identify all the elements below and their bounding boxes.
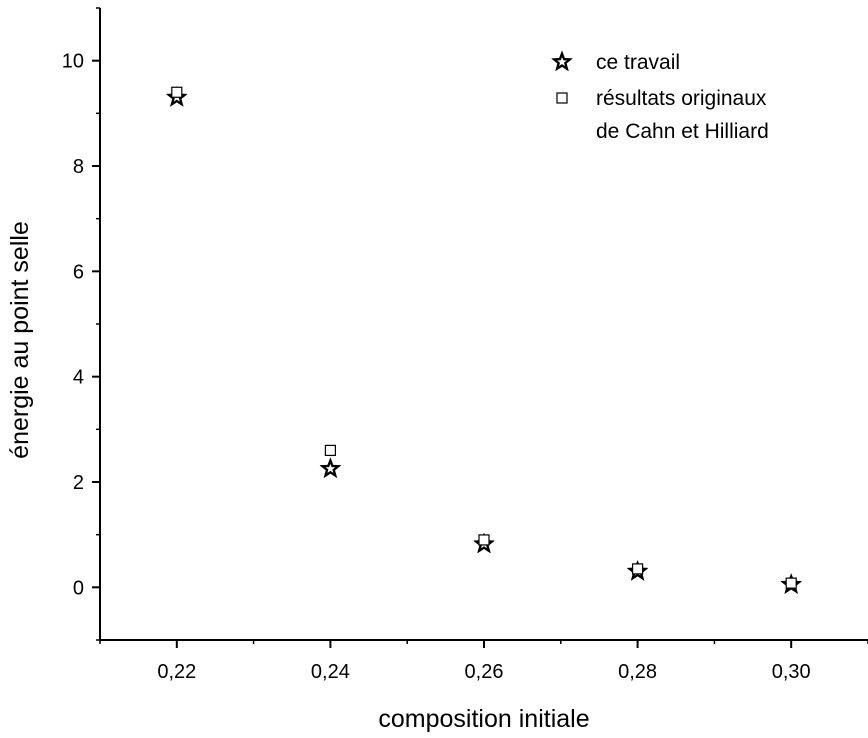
x-axis-label: composition initiale: [378, 705, 589, 733]
square-point: [785, 577, 797, 589]
y-tick-label: 6: [73, 261, 84, 283]
x-tick-label: 0,28: [618, 661, 657, 683]
y-tick-label: 0: [73, 577, 84, 599]
x-tick-label: 0,26: [465, 661, 504, 683]
y-tick-label: 8: [73, 156, 84, 178]
ticks: 0 2 4 6 8 10 0,22 0,24 0,26 0,28 0,30: [62, 7, 868, 683]
y-tick-label: 10: [62, 51, 84, 73]
x-tick-label: 0,30: [772, 661, 811, 683]
square-point: [478, 534, 490, 546]
legend-label: résultats originaux: [596, 87, 767, 110]
y-tick-label: 2: [73, 472, 84, 494]
data-points: [165, 85, 803, 595]
y-axis-label: énergie au point selle: [6, 221, 34, 459]
star-point-center: [325, 463, 336, 473]
y-tick-label: 4: [73, 367, 84, 389]
legend-square-marker: [556, 92, 568, 104]
square-point: [631, 563, 644, 575]
x-tick-label: 0,24: [311, 661, 350, 683]
legend-star-marker-center: [557, 57, 567, 67]
square-point: [171, 86, 183, 98]
legend-label: de Cahn et Hilliard: [596, 120, 769, 143]
legend: ce travail résultats originaux de Cahn et …: [550, 50, 769, 143]
square-point: [324, 444, 336, 456]
x-tick-label: 0,22: [157, 661, 196, 683]
legend-label: ce travail: [596, 51, 680, 74]
